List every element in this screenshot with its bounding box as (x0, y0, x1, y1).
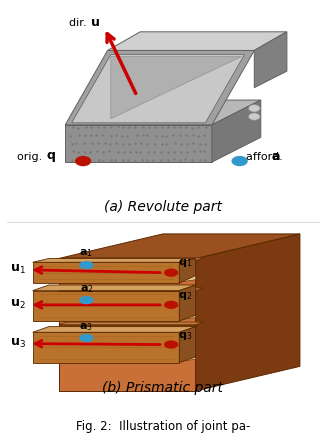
Text: $\mathbf{u}_3$: $\mathbf{u}_3$ (10, 337, 26, 350)
Polygon shape (59, 258, 204, 260)
Polygon shape (254, 32, 287, 88)
Circle shape (248, 105, 260, 112)
Polygon shape (65, 125, 212, 162)
Circle shape (164, 268, 178, 277)
Polygon shape (179, 292, 196, 320)
Text: $\mathbf{q}_3$: $\mathbf{q}_3$ (178, 330, 192, 342)
Text: Fig. 2:  Illustration of joint pa-: Fig. 2: Illustration of joint pa- (76, 420, 250, 433)
Circle shape (164, 341, 178, 349)
Text: $\mathbf{q}_2$: $\mathbf{q}_2$ (178, 290, 192, 302)
Polygon shape (33, 285, 196, 291)
Polygon shape (179, 333, 196, 362)
Text: afford.: afford. (246, 152, 286, 162)
Polygon shape (72, 55, 244, 123)
Polygon shape (33, 258, 196, 262)
Text: (b) Prismatic part: (b) Prismatic part (102, 381, 224, 395)
Text: $\mathbf{q}$: $\mathbf{q}$ (46, 150, 55, 164)
Text: $\mathbf{a}_1$: $\mathbf{a}_1$ (80, 248, 93, 260)
Text: $\mathbf{a}$: $\mathbf{a}$ (271, 150, 280, 163)
Text: orig.: orig. (17, 152, 46, 162)
Text: $\mathbf{u}_2$: $\mathbf{u}_2$ (10, 298, 26, 312)
Polygon shape (65, 51, 254, 125)
Polygon shape (33, 262, 179, 283)
Polygon shape (59, 291, 196, 293)
Polygon shape (179, 258, 196, 283)
Circle shape (79, 296, 94, 304)
Polygon shape (33, 332, 179, 363)
Polygon shape (59, 258, 196, 391)
Text: dir.: dir. (69, 18, 90, 28)
Polygon shape (59, 322, 204, 325)
Text: $\mathbf{a}_2$: $\mathbf{a}_2$ (80, 283, 93, 295)
Circle shape (75, 156, 91, 166)
Text: $\mathbf{q}_1$: $\mathbf{q}_1$ (178, 257, 192, 269)
Polygon shape (33, 326, 196, 332)
Polygon shape (59, 234, 300, 258)
Text: (a) Revolute part: (a) Revolute part (104, 200, 222, 214)
Text: $\mathbf{a}_3$: $\mathbf{a}_3$ (80, 322, 93, 333)
Text: $\mathbf{u}$: $\mathbf{u}$ (90, 16, 99, 29)
Polygon shape (179, 285, 196, 321)
Polygon shape (179, 326, 196, 363)
Circle shape (248, 113, 260, 120)
Text: $\mathbf{u}_1$: $\mathbf{u}_1$ (10, 263, 26, 276)
Circle shape (231, 156, 248, 166)
Polygon shape (59, 260, 196, 263)
Polygon shape (65, 100, 261, 125)
Circle shape (164, 301, 178, 309)
Polygon shape (179, 263, 196, 282)
Polygon shape (212, 100, 261, 162)
Polygon shape (33, 291, 179, 321)
Polygon shape (59, 325, 196, 327)
Circle shape (79, 261, 94, 269)
Polygon shape (111, 57, 241, 119)
Polygon shape (59, 288, 204, 291)
Circle shape (79, 334, 94, 342)
Polygon shape (196, 234, 300, 391)
Polygon shape (108, 32, 287, 51)
